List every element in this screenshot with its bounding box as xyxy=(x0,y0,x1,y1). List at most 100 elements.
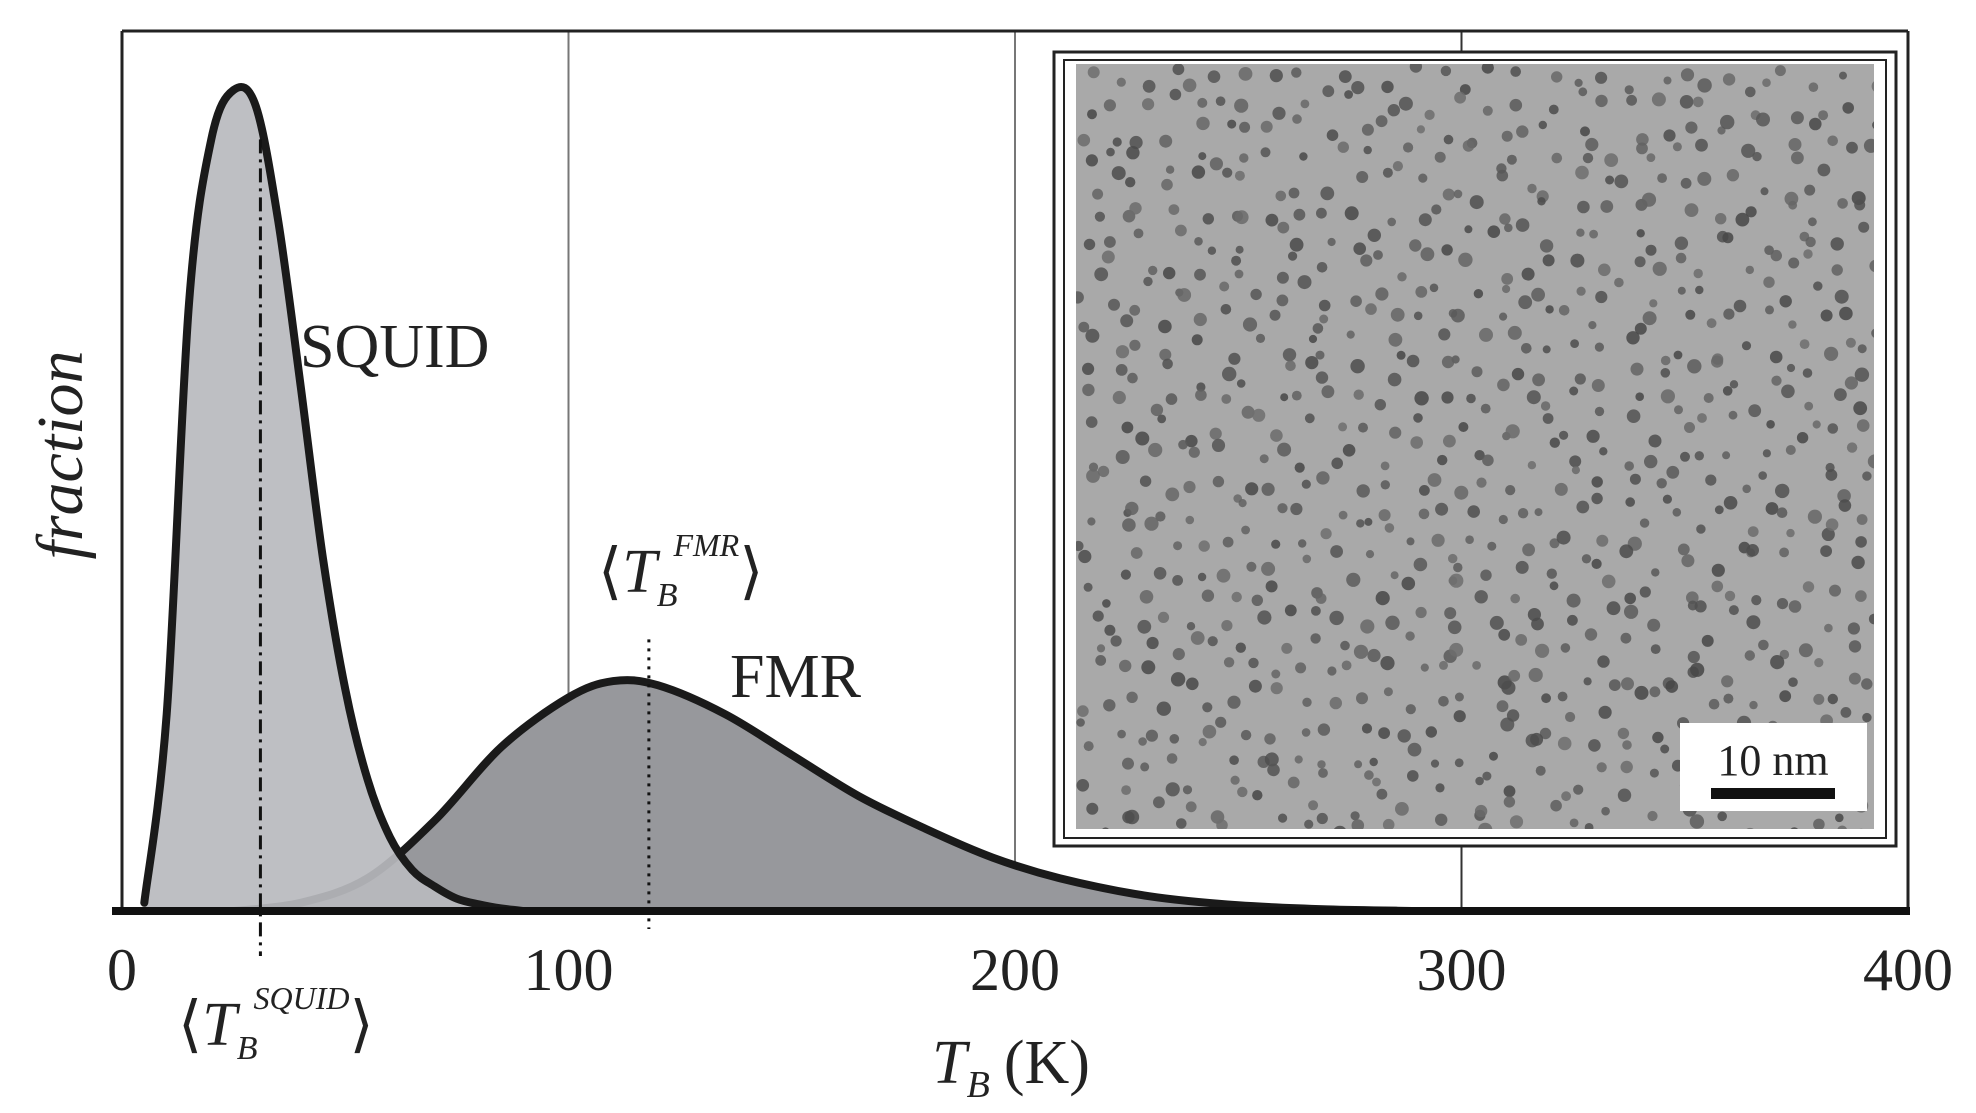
nanoparticle xyxy=(1115,364,1128,376)
nanoparticle xyxy=(1844,376,1858,390)
nanoparticle xyxy=(1842,102,1854,114)
nanoparticle xyxy=(1148,265,1158,276)
x-tick-400: 400 xyxy=(1863,937,1953,1003)
nanoparticle xyxy=(1396,350,1406,360)
nanoparticle xyxy=(1316,812,1328,825)
nanoparticle xyxy=(1094,211,1105,222)
nanoparticle xyxy=(1103,99,1116,112)
nanoparticle xyxy=(1385,615,1400,630)
nanoparticle xyxy=(1573,784,1584,795)
nanoparticle xyxy=(1824,623,1833,633)
nanoparticle xyxy=(1649,768,1659,778)
nanoparticle xyxy=(1376,788,1388,800)
nanoparticle xyxy=(1121,785,1131,795)
nanoparticle xyxy=(1248,657,1259,669)
nanoparticle xyxy=(1453,189,1463,199)
nanoparticle xyxy=(1560,643,1571,653)
nanoparticle xyxy=(1812,420,1821,429)
nanoparticle xyxy=(1380,656,1395,671)
scale-bar-line xyxy=(1711,788,1835,799)
nanoparticle xyxy=(1165,782,1180,797)
nanoparticle xyxy=(1788,200,1798,210)
nanoparticle xyxy=(1660,389,1675,404)
nanoparticle xyxy=(1287,776,1300,789)
nanoparticle xyxy=(1365,303,1377,315)
nanoparticle xyxy=(1252,790,1263,801)
nanoparticle xyxy=(1774,65,1786,77)
nanoparticle xyxy=(1791,151,1804,165)
nanoparticle xyxy=(1165,165,1175,174)
nanoparticle xyxy=(1453,562,1463,573)
nanoparticle xyxy=(1558,305,1570,316)
nanoparticle xyxy=(1315,593,1327,604)
nanoparticle xyxy=(1469,195,1484,210)
nanoparticle xyxy=(1570,253,1585,268)
nanoparticle xyxy=(1620,632,1632,644)
nanoparticle xyxy=(1531,617,1544,631)
nanoparticle xyxy=(1585,137,1599,152)
nanoparticle xyxy=(1351,81,1365,95)
nanoparticle xyxy=(1596,762,1607,773)
nanoparticle xyxy=(1657,173,1667,184)
nanoparticle xyxy=(1120,314,1134,328)
nanoparticle xyxy=(1360,619,1375,634)
nanoparticle xyxy=(1338,510,1348,520)
nanoparticle xyxy=(1172,64,1185,76)
nanoparticle xyxy=(1499,312,1508,321)
nanoparticle xyxy=(1321,385,1335,399)
nanoparticle xyxy=(1317,723,1331,736)
nanoparticle xyxy=(1375,115,1388,128)
nanoparticle xyxy=(1817,163,1831,177)
nanoparticle xyxy=(1441,355,1455,369)
nanoparticle xyxy=(1594,342,1604,352)
nanoparticle xyxy=(1496,169,1509,182)
nanoparticle xyxy=(1711,355,1724,368)
nanoparticle xyxy=(1435,502,1449,516)
nanoparticle xyxy=(1191,165,1206,179)
nanoparticle xyxy=(1763,276,1775,288)
nanoparticle xyxy=(1557,691,1568,702)
nanoparticle xyxy=(1581,554,1592,564)
nanoparticle xyxy=(1413,557,1428,572)
nanoparticle xyxy=(1238,67,1253,81)
nanoparticle xyxy=(1705,474,1717,486)
nanoparticle xyxy=(1756,112,1770,127)
nanoparticle xyxy=(1216,819,1228,829)
nanoparticle xyxy=(1102,599,1111,608)
nanoparticle xyxy=(1515,218,1530,232)
nanoparticle xyxy=(1219,281,1230,292)
nanoparticle xyxy=(1122,518,1136,532)
nanoparticle xyxy=(1375,591,1390,606)
nanoparticle xyxy=(1630,362,1644,376)
nanoparticle xyxy=(1551,71,1563,83)
nanoparticle xyxy=(1425,726,1438,738)
nanoparticle xyxy=(1540,401,1551,411)
nanoparticle xyxy=(1629,473,1641,485)
nanoparticle xyxy=(1751,595,1762,606)
nanoparticle xyxy=(1863,138,1874,153)
nanoparticle xyxy=(1554,482,1568,496)
nanoparticle xyxy=(1708,698,1720,710)
nanoparticle xyxy=(1361,723,1373,734)
nanoparticle xyxy=(1829,584,1841,597)
nanoparticle xyxy=(1559,430,1569,440)
nanoparticle xyxy=(1215,716,1227,728)
nanoparticle xyxy=(1831,264,1843,276)
nanoparticle xyxy=(1726,169,1740,182)
nanoparticle xyxy=(1848,672,1861,685)
nanoparticle xyxy=(1510,66,1521,77)
nanoparticle xyxy=(1255,333,1266,343)
nanoparticle xyxy=(1251,594,1264,606)
nanoparticle xyxy=(1267,763,1280,777)
nanoparticle xyxy=(1660,368,1671,378)
nanoparticle xyxy=(1861,678,1873,690)
nanoparticle xyxy=(1686,591,1699,604)
nanoparticle xyxy=(1550,799,1562,812)
nanoparticle xyxy=(1110,635,1122,647)
nanoparticle xyxy=(1139,475,1152,487)
nanoparticle xyxy=(1138,737,1147,746)
nanoparticle xyxy=(1291,390,1302,401)
nanoparticle xyxy=(1191,334,1203,346)
nanoparticle xyxy=(1749,700,1758,710)
nanoparticle xyxy=(1143,276,1153,287)
